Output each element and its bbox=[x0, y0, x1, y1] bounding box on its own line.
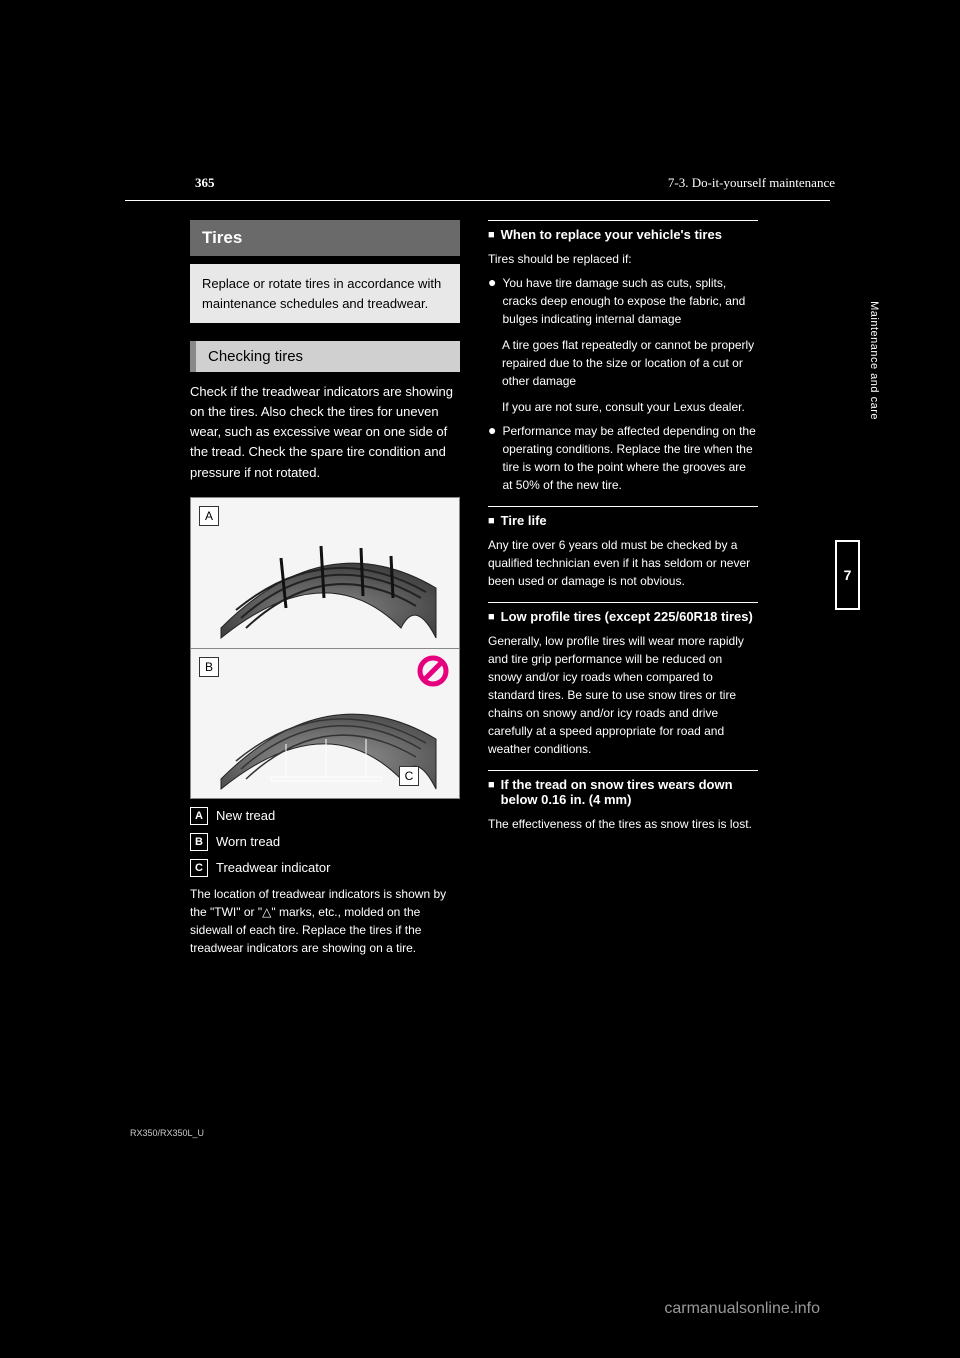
subheading-1: ■ When to replace your vehicle's tires bbox=[488, 220, 758, 242]
legend-box-c: C bbox=[190, 859, 208, 877]
panel-label-c: C bbox=[399, 766, 419, 786]
subheading-3-text: Low profile tires (except 225/60R18 tire… bbox=[501, 609, 753, 624]
legend-text-a: New tread bbox=[216, 808, 275, 823]
square-bullet-icon: ■ bbox=[488, 611, 495, 623]
subheading-4: ■ If the tread on snow tires wears down … bbox=[488, 770, 758, 807]
page-number: 365 bbox=[195, 175, 215, 191]
bullet-1-end: If you are not sure, consult your Lexus … bbox=[502, 398, 758, 416]
tire-new-icon bbox=[191, 498, 461, 648]
header-rule bbox=[125, 200, 830, 201]
tire-diagram: A bbox=[190, 497, 460, 799]
subheading-1-text: When to replace your vehicle's tires bbox=[501, 227, 722, 242]
legend-box-a: A bbox=[190, 807, 208, 825]
heading1-note: Tires should be replaced if: bbox=[488, 250, 758, 268]
tire-panel-b: B bbox=[191, 648, 459, 798]
footer-model: RX350/RX350L_U bbox=[130, 1128, 204, 1138]
subheading-3: ■ Low profile tires (except 225/60R18 ti… bbox=[488, 602, 758, 624]
section-path: 7-3. Do-it-yourself maintenance bbox=[668, 175, 835, 191]
left-column: Tires Replace or rotate tires in accorda… bbox=[190, 220, 460, 957]
dot-bullet-icon: ● bbox=[488, 274, 496, 291]
content-columns: Tires Replace or rotate tires in accorda… bbox=[190, 220, 758, 957]
bullet-item-2: ● Performance may be affected depending … bbox=[488, 422, 758, 494]
intro-box: Replace or rotate tires in accordance wi… bbox=[190, 264, 460, 323]
tire-panel-a: A bbox=[191, 498, 459, 648]
section-title: Tires bbox=[190, 220, 460, 256]
legend-row-b: B Worn tread bbox=[190, 833, 460, 851]
square-bullet-icon: ■ bbox=[488, 515, 495, 527]
footnote-text: The location of treadwear indicators is … bbox=[190, 885, 460, 957]
bullet-item-1: ● You have tire damage such as cuts, spl… bbox=[488, 274, 758, 328]
subsection-title: Checking tires bbox=[190, 341, 460, 372]
subheading-4-text: If the tread on snow tires wears down be… bbox=[501, 777, 758, 807]
square-bullet-icon: ■ bbox=[488, 229, 495, 241]
subheading-2: ■ Tire life bbox=[488, 506, 758, 528]
heading2-text: Any tire over 6 years old must be checke… bbox=[488, 536, 758, 590]
panel-label-a: A bbox=[199, 506, 219, 526]
legend-text-c: Treadwear indicator bbox=[216, 860, 330, 875]
page-header: 365 7-3. Do-it-yourself maintenance bbox=[195, 175, 835, 196]
body-text: Check if the treadwear indicators are sh… bbox=[190, 382, 460, 483]
bullet-2-text: Performance may be affected depending on… bbox=[502, 422, 758, 494]
legend-box-b: B bbox=[190, 833, 208, 851]
subheading-2-text: Tire life bbox=[501, 513, 547, 528]
dot-bullet-icon: ● bbox=[488, 422, 496, 439]
watermark: carmanualsonline.info bbox=[664, 1300, 820, 1318]
right-column: ■ When to replace your vehicle's tires T… bbox=[488, 220, 758, 957]
chapter-tab: 7 bbox=[835, 540, 860, 610]
panel-label-b: B bbox=[199, 657, 219, 677]
heading4-text: The effectiveness of the tires as snow t… bbox=[488, 815, 758, 833]
heading3-text: Generally, low profile tires will wear m… bbox=[488, 632, 758, 758]
bullet-1-text: You have tire damage such as cuts, split… bbox=[502, 274, 758, 328]
sidebar-label: Maintenance and care bbox=[868, 301, 880, 420]
legend-row-a: A New tread bbox=[190, 807, 460, 825]
bullet-1-cont: A tire goes flat repeatedly or cannot be… bbox=[502, 336, 758, 390]
square-bullet-icon: ■ bbox=[488, 779, 495, 791]
legend-row-c: C Treadwear indicator bbox=[190, 859, 460, 877]
legend-text-b: Worn tread bbox=[216, 834, 280, 849]
prohibited-icon bbox=[417, 655, 449, 687]
